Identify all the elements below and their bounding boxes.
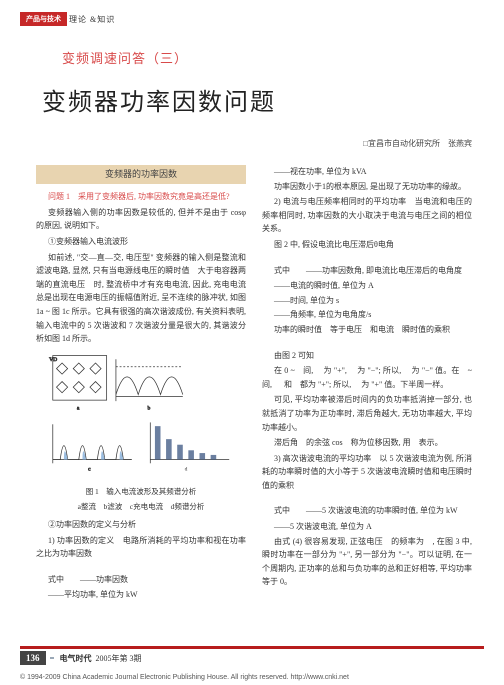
- journal-name-text: 电气时代: [60, 654, 92, 663]
- copyright-line: © 1994-2009 China Academic Journal Elect…: [20, 674, 349, 681]
- svg-text:d: d: [185, 467, 188, 473]
- figure-1-caption: 图 1 输入电流波形及其频谱分析: [36, 486, 246, 499]
- footer-accent: [50, 657, 54, 659]
- paragraph: 如前述, "交—直—交, 电压型" 变频器的输入侧是整流和滤波电路, 显然, 只…: [36, 251, 246, 346]
- paragraph: 3) 高次谐波电流的平均功率 以 5 次谐波电流为例, 所消耗的功率瞬时值的大小…: [262, 452, 472, 493]
- journal-name: 电气时代 2005年第 3期: [60, 653, 142, 664]
- top-bar: 产品与技术 理论 &知识: [20, 12, 115, 26]
- definition-line: ——时间, 单位为 s: [274, 294, 472, 308]
- series-subtitle: 变频调速问答（三）: [62, 48, 188, 67]
- paragraph: 滞后角 的余弦 cos 称为位移因数, 用 表示。: [262, 436, 472, 450]
- subhead-1: ①变频器输入电流波形: [36, 235, 246, 249]
- paragraph: 由式 (4) 很容易发现, 正弦电压 的频率为 , 在图 3 中, 瞬时功率在一…: [262, 535, 472, 589]
- definition-line: ——5 次谐波电流, 单位为 A: [274, 520, 472, 534]
- paragraph: 式中 ——5 次谐波电流的功率瞬时值, 单位为 kW: [262, 504, 472, 518]
- paragraph: 由图 2 可知: [262, 349, 472, 363]
- formula-1: [36, 563, 246, 573]
- paragraph: 功率的瞬时值 等于电压 和电流 瞬时值的乘积: [262, 323, 472, 337]
- figure-1-subcaption: a整流 b滤波 c充电电流 d频谱分析: [36, 501, 246, 514]
- figure-1: VD a b c: [36, 350, 246, 514]
- body-columns: 变频器的功率因数 问题 1 采用了变频器后, 功率因数究竟是高还是低? 变频器输…: [36, 165, 472, 645]
- definition-line: ——平均功率, 单位为 kW: [48, 588, 246, 602]
- paragraph: 可见, 平均功率被滞后时间内的负功率抵消掉一部分, 也就抵消了功率为正功率时, …: [262, 393, 472, 434]
- page-footer: 136 电气时代 2005年第 3期: [20, 646, 484, 665]
- paragraph: 变频器输入侧的功率因数是较低的, 但并不是由于 cosφ 的原因, 说明如下。: [36, 206, 246, 233]
- definition-line: ——视在功率, 单位为 kVA: [274, 165, 472, 179]
- paragraph: 式中 ——功率因数: [36, 573, 246, 587]
- paragraph: 在 0 ~ 间, 为 "+", 为 "−"; 所以, 为 "−" 值。在 ~ 间…: [262, 364, 472, 391]
- issue-text: 2005年第 3期: [96, 654, 142, 663]
- definition-line: ——电流的瞬时值, 单位为 A: [274, 279, 472, 293]
- page-number: 136: [20, 651, 46, 665]
- subhead-2: ②功率因数的定义与分析: [36, 518, 246, 532]
- page-title: 变频器功率因数问题: [42, 82, 276, 117]
- formula-3: [262, 339, 472, 349]
- section-header: 变频器的功率因数: [36, 165, 246, 184]
- figure-1-svg: VD a b c: [36, 350, 246, 480]
- top-badge: 产品与技术: [20, 12, 67, 26]
- paragraph: 图 2 中, 假设电流比电压滞后θ电角: [262, 238, 472, 252]
- paragraph: 1) 功率因数的定义 电路所消耗的平均功率和视在功率之比为功率因数: [36, 534, 246, 561]
- formula-2: [262, 254, 472, 264]
- paragraph: 功率因数小于1的根本原因, 是出现了无功功率的缘故。: [262, 180, 472, 194]
- paragraph: 2) 电流与电压频率相同时的平均功率 当电流和电压的频率相同时, 功率因数的大小…: [262, 195, 472, 236]
- definition-line: ——角频率, 单位为电角度/s: [274, 308, 472, 322]
- question-1: 问题 1 采用了变频器后, 功率因数究竟是高还是低?: [36, 190, 246, 204]
- formula-4: [262, 494, 472, 504]
- paragraph: 式中 ——功率因数角, 即电流比电压滞后的电角度: [262, 264, 472, 278]
- top-label: 理论 &知识: [69, 14, 115, 25]
- svg-text:b: b: [148, 405, 151, 411]
- svg-text:VD: VD: [49, 357, 57, 363]
- author-line: □宜昌市自动化研究所 张燕宾: [363, 138, 472, 149]
